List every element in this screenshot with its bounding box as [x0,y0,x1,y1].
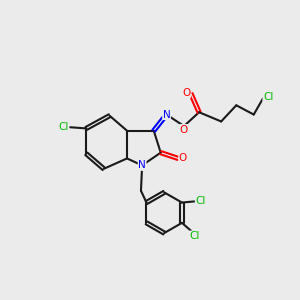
Text: O: O [182,88,190,98]
Text: Cl: Cl [263,92,273,101]
Text: O: O [180,124,188,135]
Text: Cl: Cl [190,231,200,241]
Text: Cl: Cl [195,196,206,206]
Text: O: O [179,153,187,164]
Text: N: N [163,110,170,119]
Text: Cl: Cl [58,122,69,132]
Text: N: N [138,160,146,170]
